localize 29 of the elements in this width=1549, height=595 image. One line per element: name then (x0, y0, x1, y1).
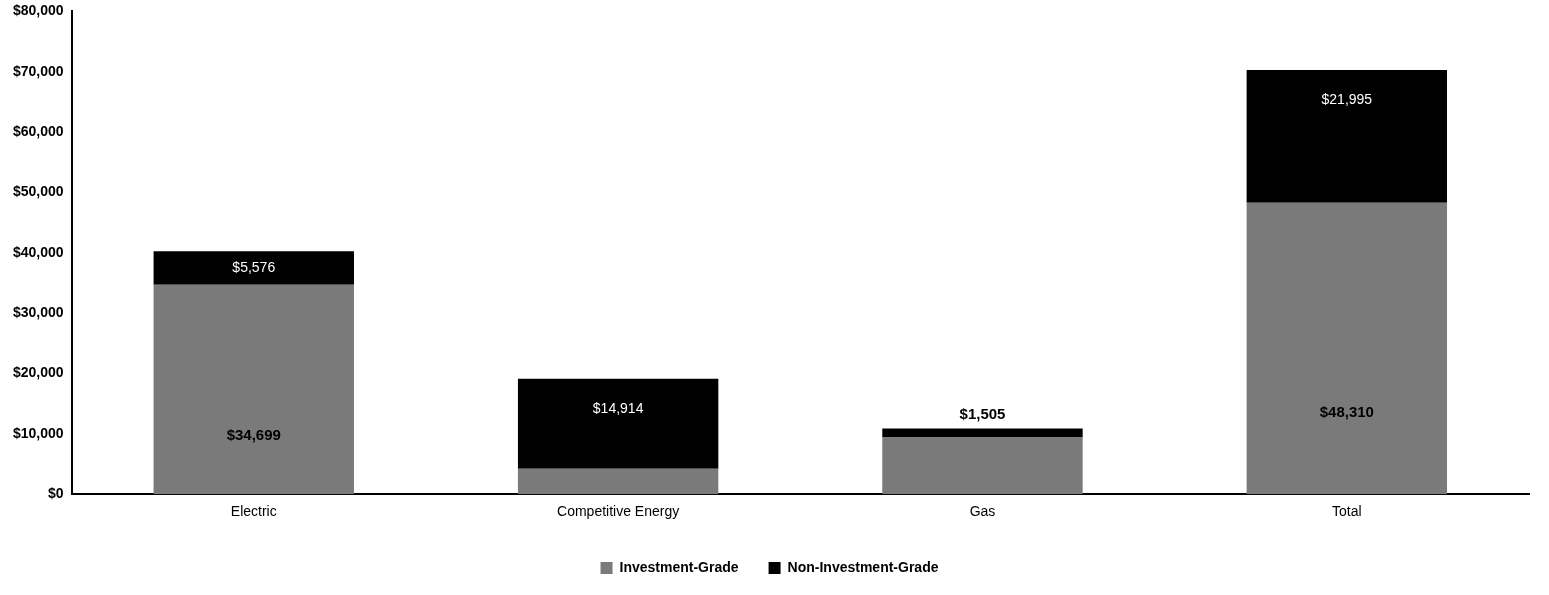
y-tick-label: $60,000 (13, 122, 64, 139)
data-label: $21,995 (1321, 90, 1373, 107)
bar (517, 378, 719, 469)
bar (882, 428, 1083, 438)
x-tick-label: Electric (230, 503, 277, 520)
data-label: $1,505 (959, 404, 1006, 422)
data-label: $14,914 (592, 399, 644, 416)
bar (153, 284, 354, 495)
legend-label: Non-Investment-Grade (787, 558, 939, 575)
y-tick-label: $0 (48, 485, 64, 502)
y-tick-label: $20,000 (13, 364, 64, 381)
x-tick-label: Competitive Energy (557, 503, 680, 520)
bar (1246, 69, 1448, 203)
x-tick-label: Total (1332, 503, 1362, 520)
bar (153, 251, 354, 285)
y-tick-label: $80,000 (13, 2, 64, 19)
x-tick-label: Gas (969, 503, 996, 520)
y-tick-label: $10,000 (13, 424, 64, 441)
y-tick-label: $50,000 (13, 183, 64, 200)
y-tick-label: $30,000 (13, 304, 64, 321)
bar (1246, 202, 1448, 495)
y-tick-label: $40,000 (13, 243, 64, 260)
data-label: $5,576 (232, 258, 276, 275)
bar (517, 468, 719, 495)
bar (882, 437, 1083, 495)
data-label: $48,310 (1319, 402, 1374, 420)
data-label: $34,699 (226, 425, 281, 443)
legend-label: Investment-Grade (619, 558, 739, 575)
y-tick-label: $70,000 (13, 62, 64, 79)
